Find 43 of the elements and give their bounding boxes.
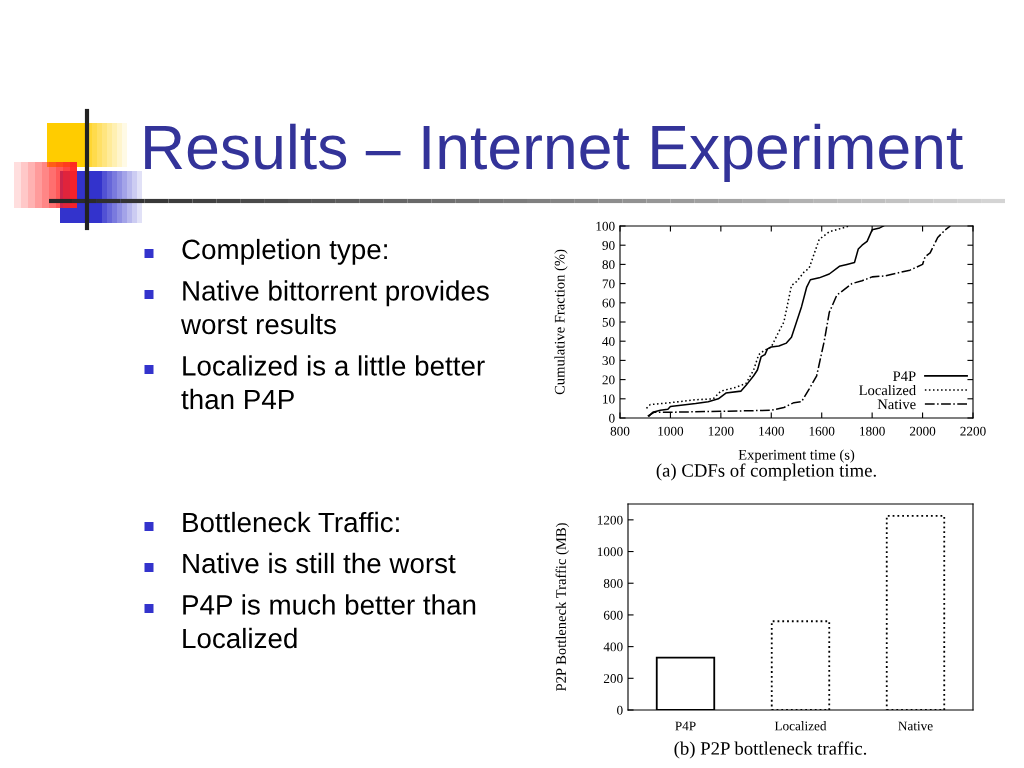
y-tick-label: 50 (602, 317, 615, 327)
y-tick-label: 30 (602, 356, 615, 366)
x-tick-label: 2000 (909, 426, 936, 436)
y-axis-title: Cumulative Fraction (%) (554, 249, 568, 395)
x-tick-label: 2200 (960, 426, 986, 436)
x-tick-label: 1400 (759, 426, 784, 436)
x-tick-label: Localized (774, 721, 827, 731)
text: Native is still the worst (183, 552, 456, 574)
legend-label: P4P (893, 371, 916, 381)
y-tick-label: 70 (602, 279, 615, 289)
y-tick-label: 800 (603, 579, 623, 588)
y-tick-label: 10 (603, 394, 615, 404)
y-tick-label: 90 (602, 241, 615, 250)
x-tick-label: Native (898, 721, 933, 731)
text: Completion type: (182, 238, 387, 265)
y-tick-label: 40 (602, 337, 615, 346)
y-tick-label: 600 (603, 610, 623, 620)
x-tick-label: 1800 (860, 426, 885, 436)
text: Results – Internet Experiment (145, 123, 963, 182)
y-tick-label: 1200 (597, 515, 623, 525)
y-tick-label: 80 (602, 260, 615, 270)
x-tick-label: 1200 (708, 426, 734, 436)
text: P4P is much better than Localized (183, 594, 476, 649)
y-tick-label: 100 (596, 221, 615, 231)
y-tick-label: 1000 (597, 547, 623, 557)
text: (b) P2P bottleneck traffic. (674, 741, 867, 759)
y-tick-label: 0 (617, 705, 623, 715)
text: (a) CDFs of completion time. (656, 463, 876, 481)
text: Bottleneck Traffic: (183, 511, 399, 533)
x-tick-label: 1600 (809, 426, 835, 436)
legend-label: Localized (859, 384, 916, 396)
y-axis-title: P2P Bottleneck Traffic (MB) (555, 523, 569, 692)
y-tick-label: 400 (603, 642, 623, 652)
y-tick-label: 200 (603, 674, 623, 684)
y-tick-label: 20 (602, 375, 615, 385)
x-tick-label: P4P (675, 721, 696, 731)
x-axis-title: Experiment time (s) (738, 449, 855, 463)
y-tick-label: 0 (609, 413, 615, 423)
y-tick-label: 60 (602, 298, 615, 308)
text: Native bittorrent provides worst results (180, 280, 489, 335)
x-tick-label: 1000 (658, 426, 684, 436)
legend-label: Native (877, 399, 916, 410)
text: Localized is a little better than P4P (181, 355, 485, 410)
